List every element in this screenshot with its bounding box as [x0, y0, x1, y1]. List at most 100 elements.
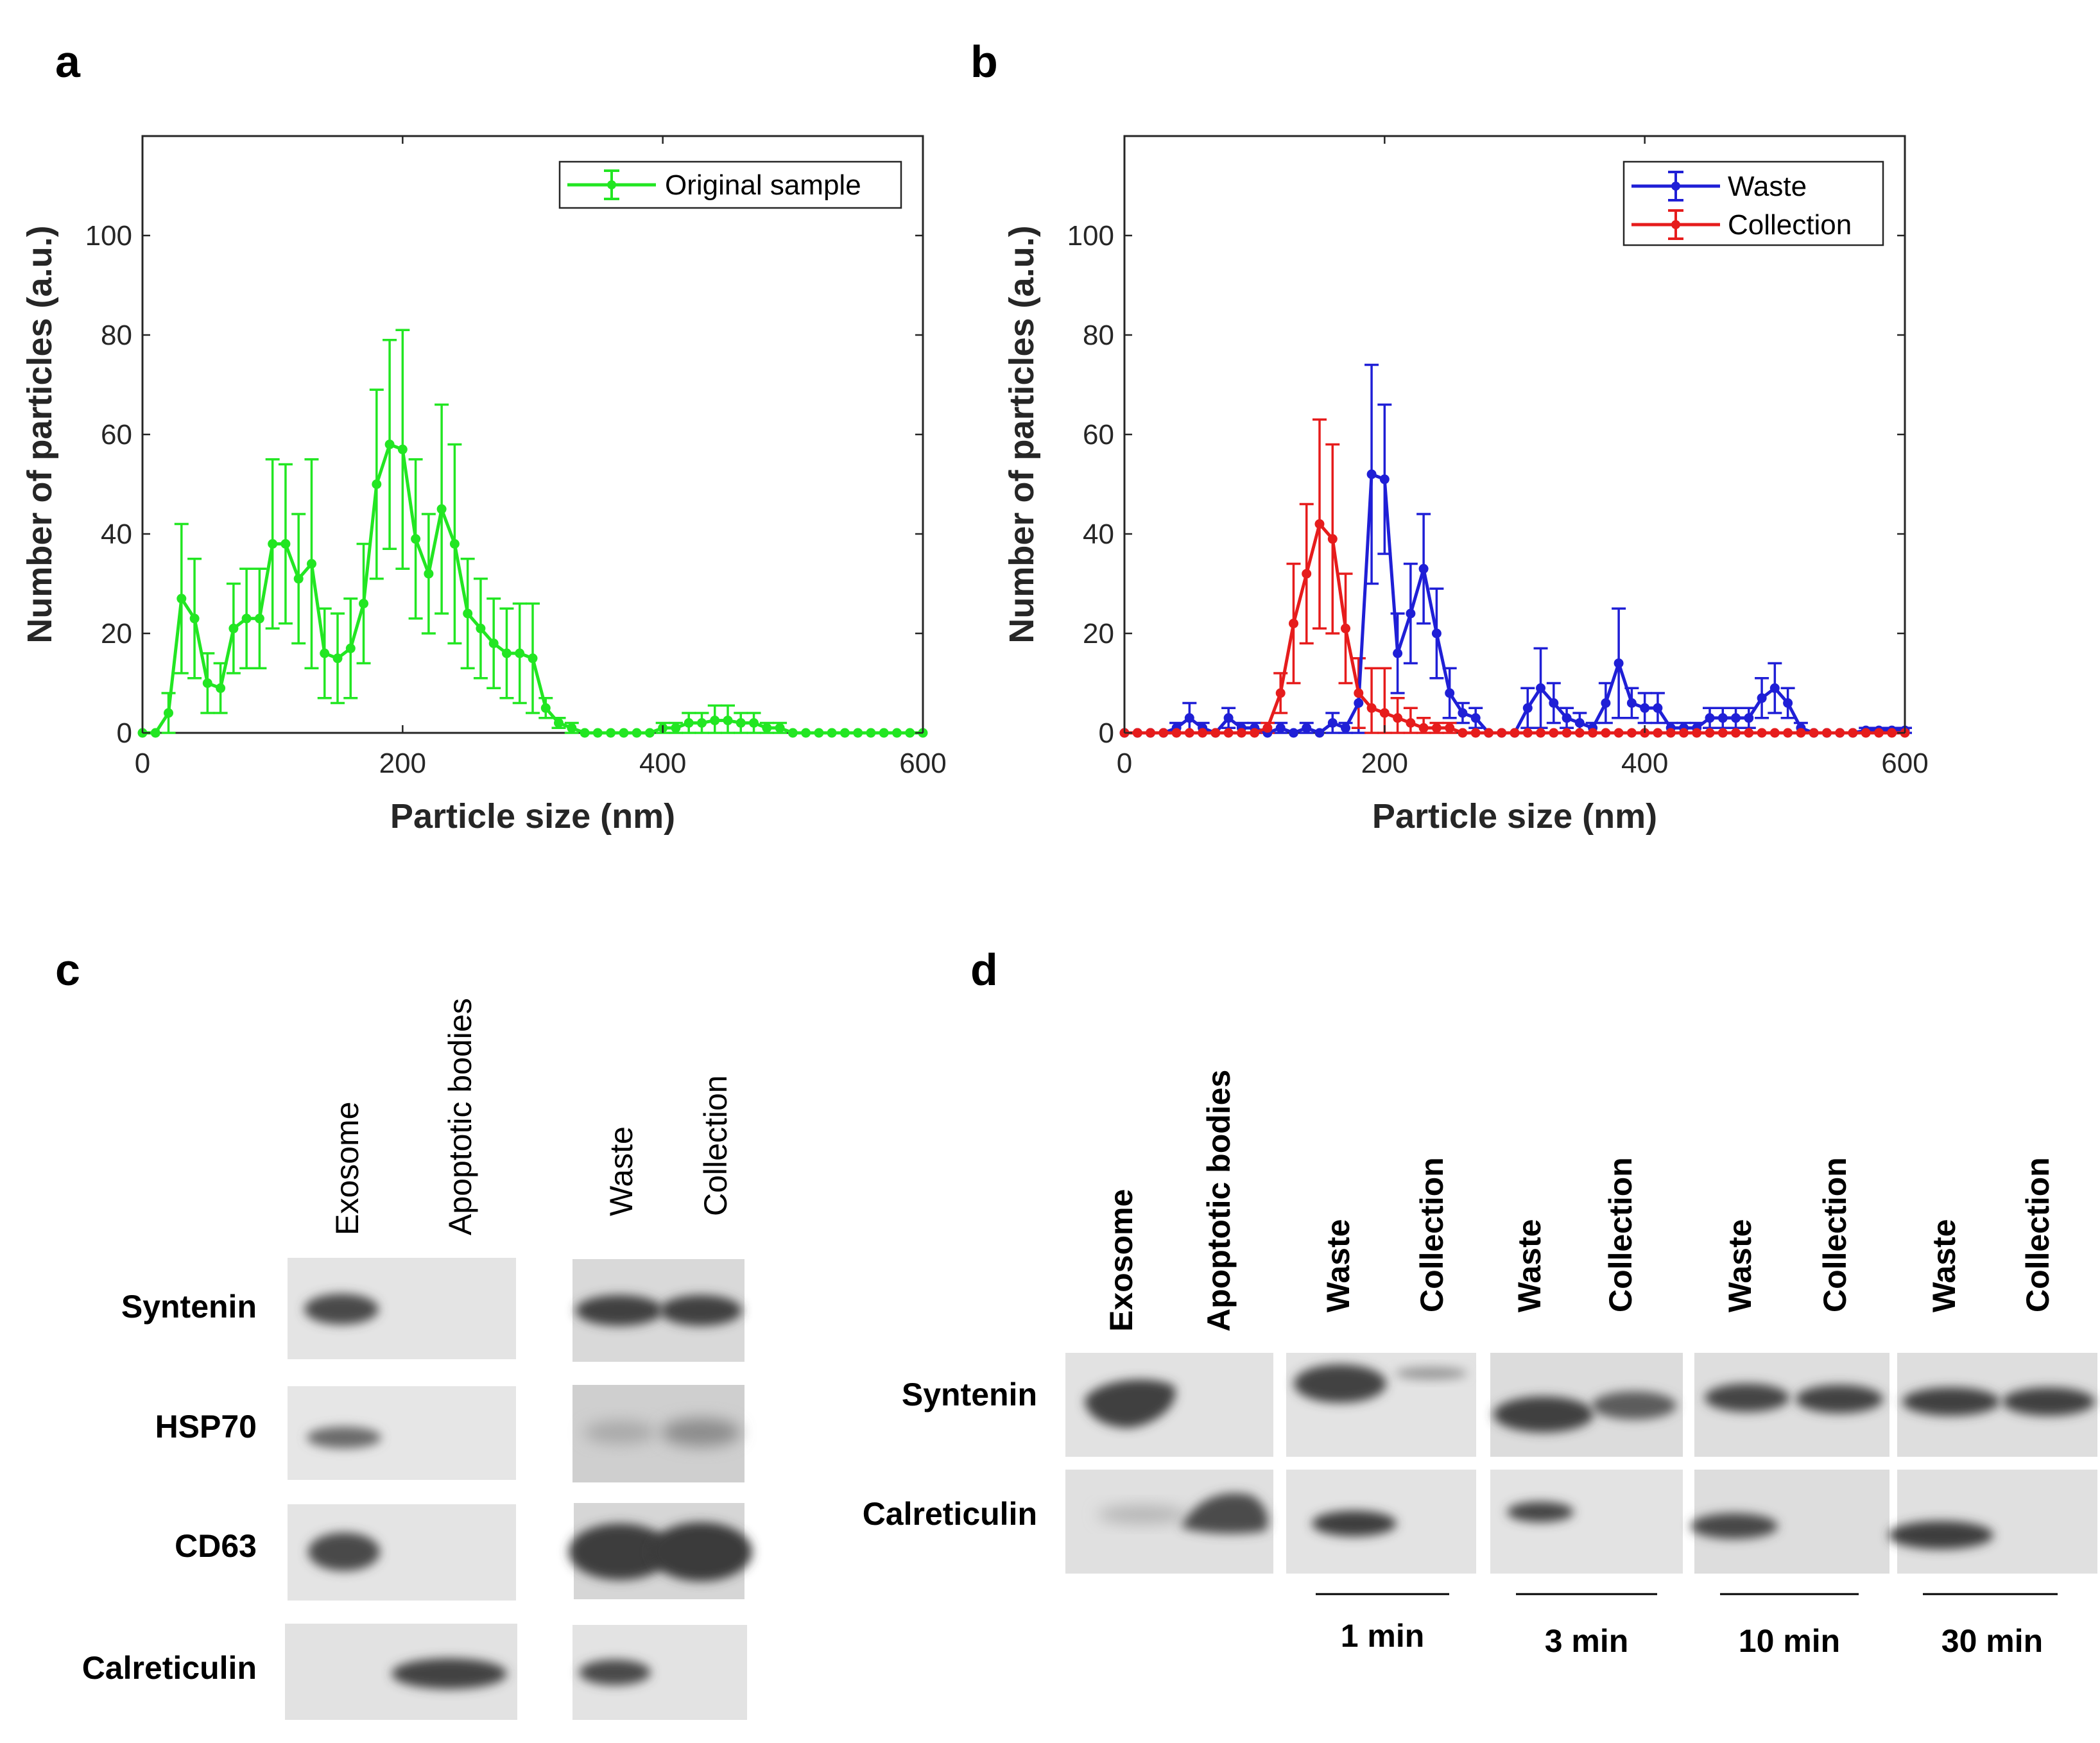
waste-point: [1717, 713, 1728, 723]
blot-c-band-syntenin-waste: [576, 1295, 663, 1326]
x-tick-label: 400: [1621, 748, 1668, 779]
x-tick-label: 600: [899, 748, 946, 779]
collection-point: [1757, 728, 1767, 738]
blot-d-lane-3min-waste: Waste: [1511, 1219, 1547, 1312]
collection-point: [1588, 728, 1598, 738]
original-sample-point: [827, 728, 837, 738]
blot-c-band-cd63-collection: [650, 1522, 752, 1581]
chart-a-legend-swatch-marker: [607, 180, 616, 189]
original-sample-point: [150, 728, 160, 738]
x-tick-label: 400: [639, 748, 686, 779]
original-sample-point: [905, 728, 915, 738]
chart-b-legend-collection-label: Collection: [1728, 209, 1852, 241]
y-tick-label: 60: [101, 419, 132, 451]
collection-point: [1458, 728, 1468, 738]
collection-point: [1262, 723, 1273, 733]
chart-b-xlabel: Particle size (nm): [1372, 797, 1657, 836]
original-sample-point: [241, 614, 252, 624]
blot-c-band-syntenin-exosome: [304, 1294, 379, 1325]
blot-c: Exosome Apoptotic bodies Waste Collectio…: [82, 998, 752, 1720]
original-sample-point: [684, 718, 694, 728]
collection-point: [1796, 728, 1806, 738]
waste-point: [1223, 713, 1234, 723]
collection-point: [1289, 619, 1298, 628]
waste-point: [1366, 469, 1377, 479]
collection-point: [1366, 703, 1377, 713]
collection-point: [1275, 688, 1286, 698]
chart-b-legend-collection-marker: [1671, 220, 1680, 229]
collection-point: [1146, 728, 1155, 738]
original-sample-point: [580, 728, 590, 738]
collection-point: [1717, 728, 1728, 738]
collection-point: [1132, 728, 1142, 738]
collection-point: [1302, 569, 1312, 579]
waste-point: [1341, 723, 1350, 733]
x-tick-label: 200: [1361, 748, 1408, 779]
original-sample-point: [592, 728, 603, 738]
blot-d-band-calreticulin-apoptotic: [1181, 1493, 1268, 1534]
blot-d-lane-30min-collection: Collection: [2020, 1157, 2056, 1312]
collection-point: [1601, 728, 1611, 738]
waste-point: [1783, 698, 1793, 708]
waste-point: [1379, 474, 1390, 485]
blot-d-band-syntenin-1min-collection: [1395, 1367, 1467, 1380]
chart-b-ylabel: Number of particles (a.u.): [1003, 225, 1041, 643]
blot-d-band-syntenin-30min-collection: [2002, 1387, 2095, 1416]
waste-point: [1418, 563, 1429, 574]
blot-d-time-10min: 10 min: [1739, 1623, 1840, 1659]
original-sample-point: [411, 534, 421, 544]
original-sample-point: [736, 718, 746, 728]
original-sample-point: [801, 728, 811, 738]
blot-d-lane-10min-waste: Waste: [1722, 1219, 1758, 1312]
original-sample-point: [606, 728, 616, 738]
original-sample-point: [554, 718, 564, 728]
blot-d-lane-apoptotic-bodies: Apoptotic bodies: [1201, 1070, 1237, 1332]
collection-point: [1470, 728, 1481, 738]
collection-point: [1848, 728, 1858, 738]
waste-point: [1653, 703, 1663, 713]
waste-point: [1302, 723, 1312, 733]
collection-point: [1250, 728, 1260, 738]
waste-point: [1314, 728, 1325, 738]
blot-d-band-syntenin-30min-waste: [1902, 1387, 2000, 1416]
y-tick-label: 80: [101, 320, 132, 351]
collection-point: [1887, 728, 1897, 738]
y-tick-label: 0: [1099, 717, 1114, 749]
blot-d-lane-3min-collection: Collection: [1603, 1157, 1639, 1312]
original-sample-point: [644, 728, 655, 738]
waste-point: [1731, 713, 1741, 723]
collection-point: [1549, 728, 1559, 738]
collection-point: [1705, 728, 1715, 738]
collection-point: [1158, 728, 1169, 738]
collection-point: [1354, 688, 1364, 698]
original-sample-point: [189, 614, 200, 624]
original-sample-point: [372, 479, 382, 489]
original-sample-point: [476, 623, 486, 633]
panel-letter-a: a: [55, 37, 81, 87]
blot-d-band-syntenin-exosome: [1085, 1379, 1176, 1428]
collection-point: [1210, 728, 1221, 738]
original-sample-point: [424, 569, 434, 579]
collection-point: [1522, 728, 1533, 738]
original-sample-point: [502, 648, 512, 658]
x-tick-label: 0: [1117, 748, 1132, 779]
blot-d-band-syntenin-1min-waste: [1294, 1364, 1386, 1403]
collection-point: [1861, 728, 1871, 738]
waste-point: [1354, 698, 1364, 708]
collection-point: [1679, 728, 1689, 738]
blot-c-protein-calreticulin: Calreticulin: [82, 1650, 257, 1686]
original-sample-point: [228, 623, 239, 633]
collection-point: [1393, 713, 1403, 723]
blot-d-time-30min: 30 min: [1941, 1623, 2043, 1659]
waste-point: [1562, 713, 1572, 723]
original-sample-point: [775, 723, 785, 733]
y-tick-label: 0: [117, 717, 132, 749]
waste-point: [1626, 698, 1637, 708]
original-sample-point: [280, 539, 291, 549]
waste-point: [1470, 713, 1481, 723]
chart-a-ticks: 0 200 400 600 0 20 40 60 80 100: [85, 136, 947, 779]
x-tick-label: 200: [379, 748, 426, 779]
original-sample-point: [345, 643, 356, 653]
collection-point: [1562, 728, 1572, 738]
original-sample-point: [892, 728, 902, 738]
